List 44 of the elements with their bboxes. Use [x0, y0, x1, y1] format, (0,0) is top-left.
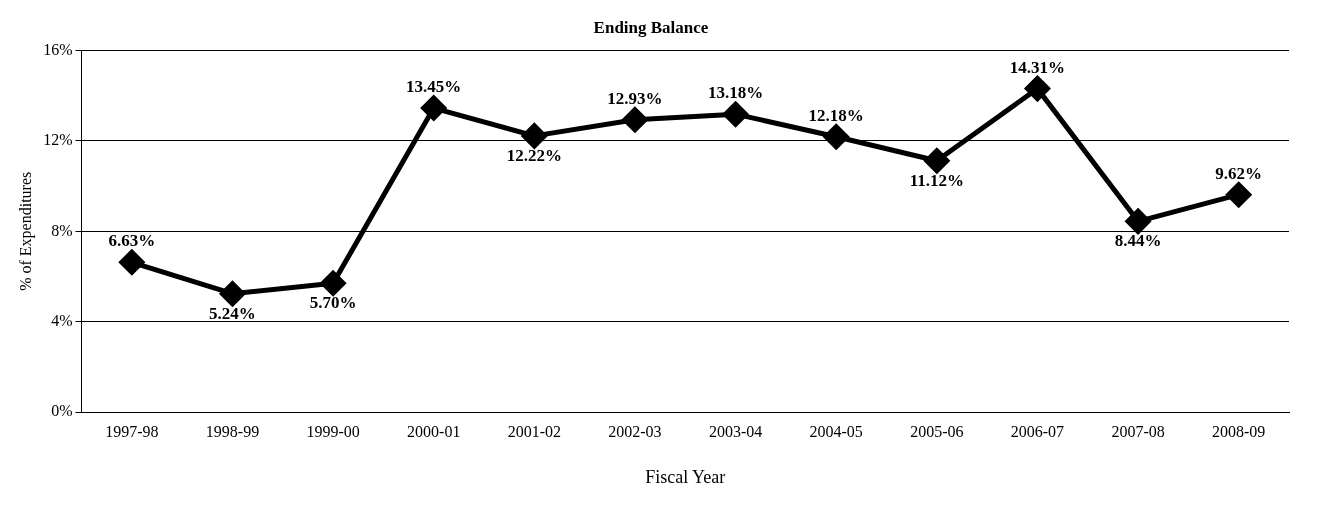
x-tick-label: 2005-06: [910, 423, 964, 440]
data-label: 5.70%: [309, 293, 357, 313]
data-label: 12.18%: [808, 105, 864, 125]
data-label: 11.12%: [909, 170, 964, 190]
point: [622, 107, 648, 133]
y-tick-label: 12%: [43, 131, 73, 149]
x-tick-label: 2002-03: [608, 423, 662, 440]
point: [119, 249, 145, 275]
point: [1226, 182, 1252, 208]
data-label: 12.22%: [506, 145, 562, 165]
data-label: 13.45%: [406, 76, 462, 96]
x-tick-label: 1998-99: [205, 423, 260, 440]
y-tick-label: 0%: [51, 402, 73, 420]
data-label: 9.62%: [1215, 163, 1263, 183]
data-label: 13.18%: [707, 83, 764, 103]
y-tick-label: 8%: [51, 221, 73, 239]
x-tick-label: 2000-01: [407, 423, 461, 440]
point: [823, 124, 849, 150]
point: [1024, 76, 1050, 102]
data-label: 5.24%: [209, 303, 256, 323]
x-axis-title: Fiscal Year: [645, 466, 726, 487]
data-label: 14.31%: [1009, 57, 1066, 77]
data-label: 12.93%: [607, 88, 663, 108]
x-tick-label: 1997-98: [105, 423, 159, 440]
point: [320, 270, 346, 296]
data-label: 6.63%: [108, 231, 156, 251]
point: [1125, 208, 1151, 234]
point: [924, 148, 950, 174]
x-tick-label: 2001-02: [507, 423, 561, 440]
point: [421, 95, 447, 121]
point: [219, 281, 245, 307]
point: [723, 101, 749, 127]
y-axis-title: % of Expenditures: [16, 171, 35, 291]
x-tick-label: 2008-09: [1212, 423, 1266, 440]
x-tick-label: 1999-00: [306, 423, 360, 440]
x-tick-label: 2006-07: [1010, 423, 1065, 440]
x-tick-label: 2004-05: [809, 423, 863, 440]
chart-title: Ending Balance: [593, 17, 709, 37]
x-tick-label: 2003-04: [708, 423, 763, 440]
y-tick-label: 16%: [43, 40, 73, 58]
y-tick-label: 4%: [51, 311, 73, 329]
point: [521, 123, 547, 149]
x-tick-label: 2007-08: [1111, 423, 1165, 440]
data-label: 8.44%: [1114, 231, 1162, 251]
